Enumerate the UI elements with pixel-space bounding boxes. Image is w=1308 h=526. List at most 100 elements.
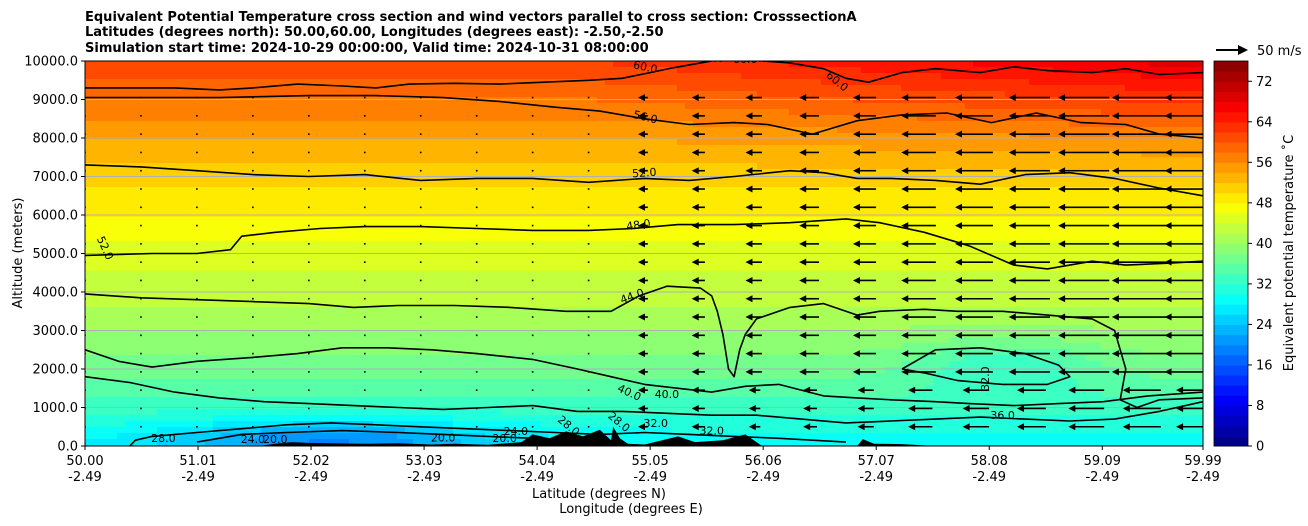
field-cell (341, 271, 350, 278)
field-cell (685, 427, 694, 434)
field-cell (509, 61, 518, 68)
field-cell (469, 181, 478, 188)
field-cell (613, 265, 622, 272)
field-cell (389, 283, 398, 290)
field-cell (85, 397, 94, 404)
field-cell (245, 169, 254, 176)
field-cell (501, 361, 510, 368)
field-cell (437, 205, 446, 212)
field-cell (333, 217, 342, 224)
field-cell (461, 397, 470, 404)
field-cell (469, 121, 478, 128)
field-cell (333, 61, 342, 68)
field-cell (157, 133, 166, 140)
field-cell (525, 103, 534, 110)
field-cell (669, 325, 678, 332)
field-cell (373, 277, 382, 284)
field-cell (669, 259, 678, 266)
field-cell (653, 241, 662, 248)
field-cell (173, 109, 182, 116)
field-cell (533, 115, 542, 122)
field-cell (541, 397, 550, 404)
field-cell (621, 403, 630, 410)
field-cell (349, 415, 358, 422)
field-cell (165, 277, 174, 284)
field-cell (389, 157, 398, 164)
field-cell (613, 163, 622, 170)
field-cell (501, 391, 510, 398)
field-cell (213, 127, 222, 134)
field-cell (221, 409, 230, 416)
field-cell (621, 157, 630, 164)
field-cell (285, 325, 294, 332)
field-cell (573, 331, 582, 338)
field-cell (365, 211, 374, 218)
field-cell (365, 127, 374, 134)
field-cell (317, 355, 326, 362)
field-cell (453, 385, 462, 392)
field-cell (141, 283, 150, 290)
field-cell (573, 343, 582, 350)
field-cell (381, 145, 390, 152)
field-cell (285, 157, 294, 164)
field-cell (621, 109, 630, 116)
field-cell (237, 349, 246, 356)
field-cell (317, 73, 326, 80)
field-cell (229, 379, 238, 386)
field-cell (109, 67, 118, 74)
field-cell (181, 181, 190, 188)
field-cell (205, 247, 214, 254)
field-cell (429, 79, 438, 86)
field-cell (621, 97, 630, 104)
field-cell (349, 85, 358, 92)
field-cell (469, 235, 478, 242)
field-cell (365, 157, 374, 164)
field-cell (501, 163, 510, 170)
field-cell (117, 61, 126, 68)
field-cell (413, 241, 422, 248)
field-cell (301, 361, 310, 368)
field-cell (261, 205, 270, 212)
field-cell (237, 109, 246, 116)
field-cell (485, 337, 494, 344)
field-cell (613, 349, 622, 356)
field-cell (485, 361, 494, 368)
field-cell (501, 433, 510, 440)
field-cell (333, 337, 342, 344)
field-cell (469, 253, 478, 260)
field-cell (429, 157, 438, 164)
field-cell (429, 259, 438, 266)
field-cell (693, 163, 702, 170)
field-cell (477, 151, 486, 158)
field-cell (237, 73, 246, 80)
field-cell (221, 385, 230, 392)
field-cell (117, 157, 126, 164)
field-cell (109, 337, 118, 344)
field-cell (109, 307, 118, 314)
field-cell (157, 403, 166, 410)
field-cell (557, 235, 566, 242)
field-cell (477, 325, 486, 332)
field-cell (141, 241, 150, 248)
field-cell (237, 361, 246, 368)
field-cell (413, 301, 422, 308)
field-cell (397, 151, 406, 158)
field-cell (501, 259, 510, 266)
field-cell (317, 163, 326, 170)
field-cell (125, 337, 134, 344)
field-cell (341, 109, 350, 116)
field-cell (117, 367, 126, 374)
field-cell (157, 61, 166, 68)
field-cell (133, 319, 142, 326)
field-cell (253, 271, 262, 278)
field-cell (605, 253, 614, 260)
field-cell (549, 175, 558, 182)
field-cell (317, 421, 326, 428)
field-cell (429, 415, 438, 422)
field-cell (549, 229, 558, 236)
field-cell (429, 193, 438, 200)
field-cell (413, 97, 422, 104)
field-cell (109, 127, 118, 134)
field-cell (221, 295, 230, 302)
field-cell (621, 433, 630, 440)
